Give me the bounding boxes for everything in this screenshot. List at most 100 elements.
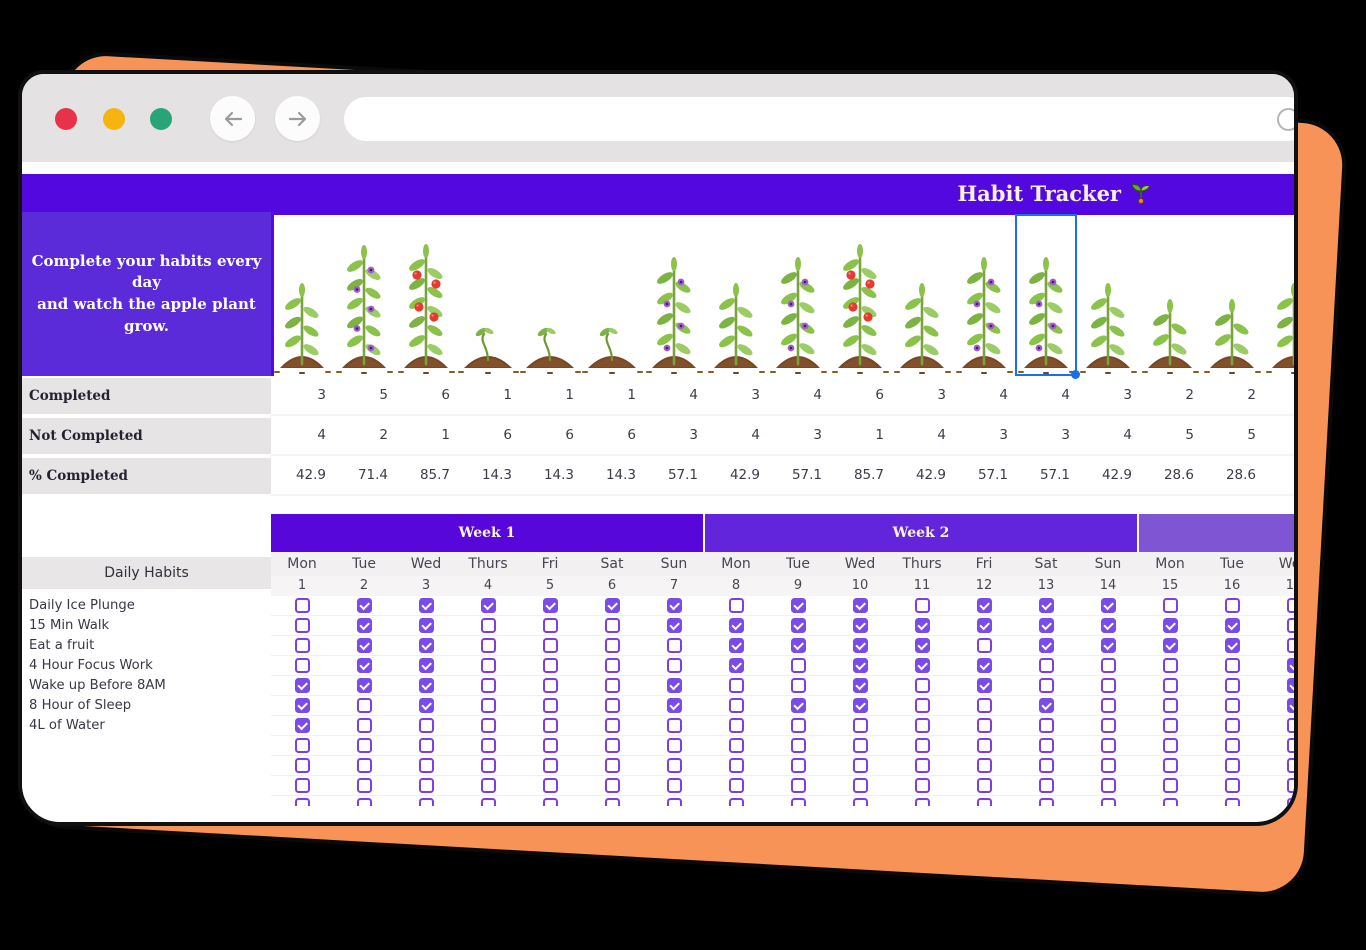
stat-value-cell[interactable]: 1 — [441, 427, 450, 443]
checkbox-unchecked[interactable] — [790, 678, 806, 693]
stat-value-cell[interactable]: 4 — [813, 387, 822, 403]
checkbox-unchecked[interactable] — [294, 758, 310, 773]
stat-value-cell[interactable]: 4 — [317, 427, 326, 443]
stat-value-cell[interactable]: 4 — [937, 427, 946, 443]
checkbox-checked[interactable] — [1224, 638, 1240, 653]
checkbox-unchecked[interactable] — [356, 758, 372, 773]
checkbox-unchecked[interactable] — [1100, 778, 1116, 793]
checkbox-unchecked[interactable] — [1100, 658, 1116, 673]
stat-value-cell[interactable]: 14.3 — [481, 467, 512, 483]
checkbox-unchecked[interactable] — [728, 798, 744, 806]
plant-cell[interactable] — [953, 212, 1015, 376]
checkbox-unchecked[interactable] — [1162, 758, 1178, 773]
checkbox-unchecked[interactable] — [1286, 758, 1294, 773]
checkbox-checked[interactable] — [666, 678, 682, 693]
day-header-cell[interactable]: Sat 13 — [1015, 552, 1077, 596]
checkbox-unchecked[interactable] — [1286, 798, 1294, 806]
checkbox-unchecked[interactable] — [294, 618, 310, 633]
checkbox-unchecked[interactable] — [1224, 798, 1240, 806]
stat-value-cell[interactable]: 3 — [1123, 387, 1132, 403]
habit-name[interactable]: 4 Hour Focus Work — [29, 658, 153, 673]
checkbox-unchecked[interactable] — [480, 618, 496, 633]
checkbox-unchecked[interactable] — [294, 658, 310, 673]
plant-cell[interactable] — [333, 212, 395, 376]
checkbox-unchecked[interactable] — [1286, 718, 1294, 733]
checkbox-unchecked[interactable] — [356, 778, 372, 793]
checkbox-unchecked[interactable] — [790, 758, 806, 773]
stat-value-cell[interactable]: 28.6 — [1163, 467, 1194, 483]
stat-value-cell[interactable]: 5 — [379, 387, 388, 403]
checkbox-unchecked[interactable] — [1286, 778, 1294, 793]
checkbox-unchecked[interactable] — [666, 798, 682, 806]
checkbox-checked[interactable] — [604, 598, 620, 613]
checkbox-unchecked[interactable] — [1038, 798, 1054, 806]
checkbox-unchecked[interactable] — [418, 758, 434, 773]
checkbox-unchecked[interactable] — [1100, 798, 1116, 806]
checkbox-unchecked[interactable] — [1224, 658, 1240, 673]
habit-name[interactable]: Wake up Before 8AM — [29, 678, 166, 693]
checkbox-unchecked[interactable] — [914, 718, 930, 733]
day-header-cell[interactable]: Mon 1 — [271, 552, 333, 596]
stat-value-cell[interactable]: 4 — [1123, 427, 1132, 443]
checkbox-checked[interactable] — [418, 618, 434, 633]
checkbox-unchecked[interactable] — [480, 798, 496, 806]
checkbox-checked[interactable] — [790, 638, 806, 653]
checkbox-unchecked[interactable] — [1100, 698, 1116, 713]
traffic-light-minimize[interactable] — [103, 108, 125, 130]
checkbox-checked[interactable] — [1038, 598, 1054, 613]
stat-value-cell[interactable]: 3 — [689, 427, 698, 443]
checkbox-unchecked[interactable] — [728, 718, 744, 733]
checkbox-checked[interactable] — [418, 638, 434, 653]
checkbox-checked[interactable] — [1038, 638, 1054, 653]
checkbox-unchecked[interactable] — [976, 758, 992, 773]
checkbox-unchecked[interactable] — [294, 798, 310, 806]
checkbox-unchecked[interactable] — [480, 698, 496, 713]
selection-fill-handle[interactable] — [1071, 370, 1080, 379]
stat-value-cell[interactable]: 1 — [875, 427, 884, 443]
checkbox-unchecked[interactable] — [1038, 718, 1054, 733]
checkbox-unchecked[interactable] — [294, 638, 310, 653]
checkbox-unchecked[interactable] — [1224, 718, 1240, 733]
checkbox-unchecked[interactable] — [976, 798, 992, 806]
checkbox-unchecked[interactable] — [542, 798, 558, 806]
checkbox-unchecked[interactable] — [1224, 738, 1240, 753]
checkbox-unchecked[interactable] — [852, 758, 868, 773]
checkbox-unchecked[interactable] — [542, 678, 558, 693]
checkbox-unchecked[interactable] — [1038, 758, 1054, 773]
checkbox-checked[interactable] — [356, 658, 372, 673]
checkbox-unchecked[interactable] — [666, 638, 682, 653]
habit-name[interactable]: 8 Hour of Sleep — [29, 698, 132, 713]
checkbox-checked[interactable] — [914, 658, 930, 673]
stat-value-cell[interactable]: 1 — [503, 387, 512, 403]
checkbox-checked[interactable] — [1100, 638, 1116, 653]
traffic-light-maximize[interactable] — [150, 108, 172, 130]
checkbox-unchecked[interactable] — [666, 758, 682, 773]
checkbox-unchecked[interactable] — [914, 758, 930, 773]
stat-label-not-completed[interactable]: Not Completed — [22, 418, 271, 454]
week-header-3[interactable] — [1139, 514, 1294, 552]
checkbox-unchecked[interactable] — [604, 638, 620, 653]
stat-value-cell[interactable]: 4 — [999, 387, 1008, 403]
checkbox-unchecked[interactable] — [480, 678, 496, 693]
stat-value-cell[interactable]: 2 — [1247, 387, 1256, 403]
checkbox-checked[interactable] — [790, 598, 806, 613]
day-header-cell[interactable]: Sun 14 — [1077, 552, 1139, 596]
checkbox-unchecked[interactable] — [604, 698, 620, 713]
checkbox-unchecked[interactable] — [542, 758, 558, 773]
checkbox-unchecked[interactable] — [1162, 698, 1178, 713]
stat-value-cell[interactable]: 3 — [751, 387, 760, 403]
checkbox-checked[interactable] — [356, 678, 372, 693]
checkbox-unchecked[interactable] — [790, 778, 806, 793]
checkbox-checked[interactable] — [666, 618, 682, 633]
plant-cell[interactable] — [1077, 212, 1139, 376]
plant-cell[interactable] — [271, 212, 333, 376]
checkbox-checked[interactable] — [1162, 638, 1178, 653]
checkbox-unchecked[interactable] — [542, 638, 558, 653]
checkbox-unchecked[interactable] — [790, 658, 806, 673]
checkbox-unchecked[interactable] — [852, 778, 868, 793]
day-header-cell[interactable]: Wed 17 — [1263, 552, 1294, 596]
checkbox-unchecked[interactable] — [790, 718, 806, 733]
stat-value-cell[interactable]: 14.3 — [543, 467, 574, 483]
checkbox-checked[interactable] — [418, 698, 434, 713]
plant-cell[interactable] — [1201, 212, 1263, 376]
